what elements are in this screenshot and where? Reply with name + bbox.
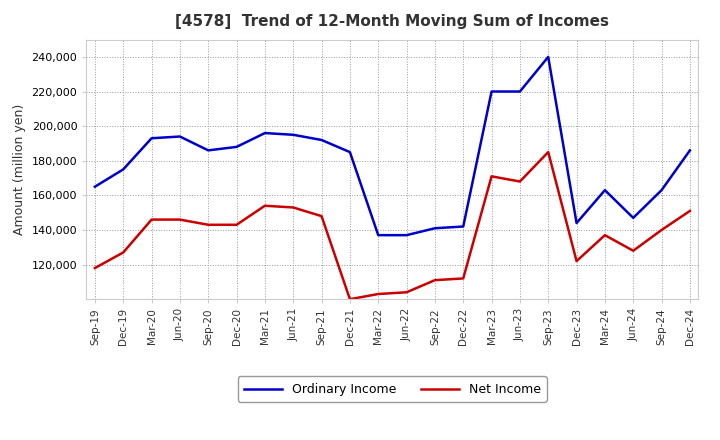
Ordinary Income xyxy=(487,89,496,94)
Ordinary Income xyxy=(346,150,354,155)
Ordinary Income xyxy=(261,130,269,136)
Net Income xyxy=(402,290,411,295)
Ordinary Income xyxy=(572,220,581,226)
Ordinary Income xyxy=(402,232,411,238)
Net Income xyxy=(657,227,666,233)
Net Income xyxy=(572,258,581,264)
Net Income xyxy=(91,265,99,271)
Net Income xyxy=(487,174,496,179)
Ordinary Income xyxy=(544,54,552,59)
Net Income xyxy=(233,222,241,227)
Net Income xyxy=(544,150,552,155)
Y-axis label: Amount (million yen): Amount (million yen) xyxy=(13,104,26,235)
Net Income xyxy=(176,217,184,222)
Ordinary Income xyxy=(459,224,467,229)
Ordinary Income xyxy=(289,132,297,137)
Net Income xyxy=(289,205,297,210)
Ordinary Income xyxy=(516,89,524,94)
Net Income xyxy=(204,222,212,227)
Net Income xyxy=(119,250,127,255)
Net Income xyxy=(600,232,609,238)
Ordinary Income xyxy=(629,215,637,220)
Line: Net Income: Net Income xyxy=(95,152,690,299)
Net Income xyxy=(431,278,439,283)
Ordinary Income xyxy=(318,137,326,143)
Ordinary Income xyxy=(91,184,99,189)
Ordinary Income xyxy=(148,136,156,141)
Ordinary Income xyxy=(600,187,609,193)
Net Income xyxy=(459,276,467,281)
Ordinary Income xyxy=(374,232,382,238)
Net Income xyxy=(318,213,326,219)
Ordinary Income xyxy=(204,148,212,153)
Ordinary Income xyxy=(657,187,666,193)
Ordinary Income xyxy=(176,134,184,139)
Net Income xyxy=(685,208,694,213)
Net Income xyxy=(346,297,354,302)
Net Income xyxy=(374,291,382,297)
Ordinary Income xyxy=(233,144,241,150)
Net Income xyxy=(516,179,524,184)
Title: [4578]  Trend of 12-Month Moving Sum of Incomes: [4578] Trend of 12-Month Moving Sum of I… xyxy=(176,14,609,29)
Legend: Ordinary Income, Net Income: Ordinary Income, Net Income xyxy=(238,377,546,402)
Net Income xyxy=(148,217,156,222)
Ordinary Income xyxy=(685,148,694,153)
Net Income xyxy=(261,203,269,209)
Ordinary Income xyxy=(431,226,439,231)
Net Income xyxy=(629,248,637,253)
Ordinary Income xyxy=(119,167,127,172)
Line: Ordinary Income: Ordinary Income xyxy=(95,57,690,235)
